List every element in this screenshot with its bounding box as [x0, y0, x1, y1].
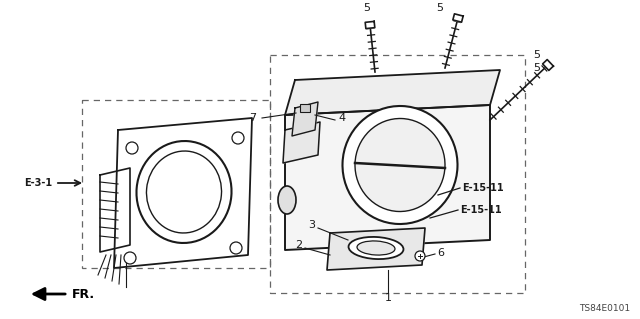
- Text: 2: 2: [296, 240, 303, 250]
- Polygon shape: [283, 122, 320, 163]
- Ellipse shape: [355, 118, 445, 211]
- Text: E-3-1: E-3-1: [24, 178, 52, 188]
- Bar: [270, 55, 525, 293]
- Text: FR.: FR.: [72, 287, 95, 300]
- Bar: [300, 104, 310, 112]
- Circle shape: [124, 252, 136, 264]
- Polygon shape: [285, 105, 490, 250]
- Text: 5: 5: [364, 3, 371, 13]
- Text: 6: 6: [437, 248, 444, 258]
- Circle shape: [415, 251, 425, 261]
- Polygon shape: [453, 14, 463, 22]
- Polygon shape: [285, 70, 500, 115]
- Ellipse shape: [342, 106, 458, 224]
- Text: 1: 1: [385, 293, 392, 303]
- Circle shape: [232, 132, 244, 144]
- Text: 5: 5: [436, 3, 444, 13]
- Polygon shape: [100, 168, 130, 252]
- Text: 4: 4: [338, 113, 345, 123]
- Ellipse shape: [136, 141, 232, 243]
- Text: TS84E0101: TS84E0101: [579, 304, 630, 313]
- Text: 3: 3: [308, 220, 316, 230]
- Polygon shape: [543, 60, 554, 70]
- Polygon shape: [292, 102, 318, 136]
- Polygon shape: [327, 228, 425, 270]
- Text: 5: 5: [534, 50, 541, 60]
- Text: E-15-11: E-15-11: [462, 183, 504, 193]
- Circle shape: [230, 242, 242, 254]
- Ellipse shape: [147, 151, 221, 233]
- Polygon shape: [114, 118, 252, 268]
- Ellipse shape: [357, 241, 395, 255]
- Polygon shape: [365, 21, 375, 29]
- Text: E-15-11: E-15-11: [460, 205, 502, 215]
- Ellipse shape: [278, 186, 296, 214]
- Text: 7: 7: [249, 113, 256, 123]
- Circle shape: [126, 142, 138, 154]
- Text: 5: 5: [534, 63, 541, 73]
- Bar: [82, 100, 270, 268]
- Ellipse shape: [349, 237, 403, 259]
